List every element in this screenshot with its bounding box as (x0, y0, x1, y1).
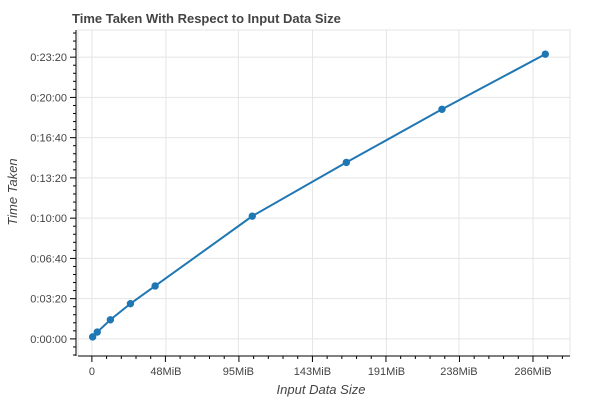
series-line (91, 53, 546, 338)
chart-title: Time Taken With Respect to Input Data Si… (72, 11, 341, 26)
data-point (93, 328, 101, 336)
data-point (106, 316, 115, 324)
x-tick-label: 191MiB (368, 366, 405, 378)
y-tick-label: 0:13:20 (30, 173, 67, 185)
data-point (541, 50, 550, 58)
axes: 0:00:00 0:03:20 0:06:40 0:10:00 0:13:20 0:16:… (30, 30, 570, 378)
y-tick-label: 0:10:00 (30, 213, 67, 225)
y-axis-label: Time Taken (5, 158, 20, 225)
x-tick-label: 0 (89, 366, 95, 378)
data-point (248, 212, 256, 220)
data-point (126, 299, 135, 308)
y-tick-label: 0:20:00 (30, 92, 67, 104)
y-tick-label: 0:16:40 (30, 133, 67, 145)
data-point (151, 282, 159, 290)
y-tick-label: 0:23:20 (30, 52, 67, 64)
plot-frame (77, 29, 571, 357)
grid (78, 30, 570, 356)
series-layer (88, 50, 550, 341)
y-tick-label: 0:06:40 (30, 253, 67, 265)
y-tick-label: 0:03:20 (30, 294, 67, 306)
x-axis-label: Input Data Size (277, 382, 366, 397)
data-point (88, 333, 97, 341)
y-tick-label: 0:00:00 (30, 334, 67, 346)
data-point (342, 158, 351, 167)
x-tick-label: 238MiB (440, 366, 477, 378)
x-tick-label: 48MiB (150, 366, 181, 378)
x-tick-label: 143MiB (294, 366, 331, 378)
x-tick-label: 286MiB (514, 366, 551, 378)
x-tick-label: 95MiB (223, 366, 254, 378)
data-point (438, 105, 446, 113)
